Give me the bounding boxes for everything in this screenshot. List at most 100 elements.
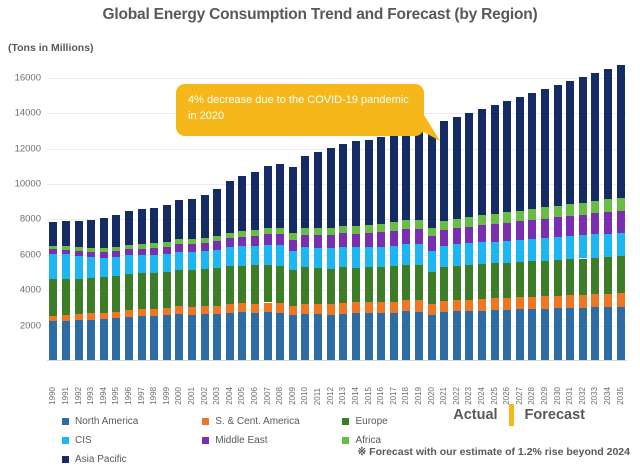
bar-segment bbox=[263, 311, 272, 361]
bar-2023 bbox=[465, 113, 474, 361]
bar-segment bbox=[440, 266, 449, 302]
bar-segment bbox=[112, 246, 121, 252]
bar-segment bbox=[553, 205, 562, 218]
bar-segment bbox=[326, 304, 335, 315]
bar-segment bbox=[112, 276, 121, 312]
bar-segment bbox=[616, 197, 625, 211]
x-axis-tick-label: 2005 bbox=[237, 387, 247, 405]
bar-segment bbox=[604, 257, 613, 294]
legend-item[interactable]: CIS bbox=[62, 435, 202, 446]
bar-1990 bbox=[49, 222, 58, 361]
x-axis-tick-label: 1990 bbox=[48, 387, 58, 405]
bar-segment bbox=[326, 314, 335, 361]
bar-segment bbox=[452, 218, 461, 229]
bar-segment bbox=[478, 215, 486, 226]
legend-label: Europe bbox=[355, 416, 388, 427]
bar-segment bbox=[112, 215, 121, 247]
bar-segment bbox=[541, 89, 550, 208]
bar-segment bbox=[339, 233, 348, 247]
bar-2026 bbox=[503, 101, 512, 361]
bar-segment bbox=[87, 257, 96, 279]
bar-segment bbox=[124, 249, 133, 256]
x-axis-tick-label: 2018 bbox=[401, 387, 411, 405]
covid-annotation-text: 4% decrease due to the COVID-19 pandemic… bbox=[188, 94, 409, 122]
bar-segment bbox=[61, 221, 70, 247]
bar-2025 bbox=[490, 105, 499, 361]
bar-2033 bbox=[591, 73, 600, 361]
x-axis-tick-label: 1999 bbox=[161, 387, 171, 405]
bar-segment bbox=[162, 246, 171, 254]
y-axis-tick-label: 2000 bbox=[19, 320, 41, 332]
bar-2031 bbox=[566, 81, 575, 361]
x-axis-tick-label: 2028 bbox=[527, 387, 537, 405]
legend-item[interactable]: Africa bbox=[342, 435, 442, 446]
bar-segment bbox=[137, 316, 146, 361]
bar-segment bbox=[490, 223, 499, 242]
bar-2030 bbox=[553, 85, 562, 361]
legend-item[interactable]: North America bbox=[62, 416, 202, 427]
bar-segment bbox=[188, 238, 196, 244]
bar-segment bbox=[150, 316, 159, 361]
bar-2017 bbox=[389, 132, 398, 361]
bar-segment bbox=[351, 233, 360, 248]
x-axis-tick-label: 2021 bbox=[439, 387, 449, 405]
bar-segment bbox=[452, 300, 461, 312]
bar-segment bbox=[263, 166, 272, 229]
x-axis-tick-label: 2023 bbox=[464, 387, 474, 405]
bar-segment bbox=[616, 306, 625, 361]
bar-segment bbox=[414, 219, 423, 229]
bar-segment bbox=[591, 234, 600, 258]
bar-segment bbox=[188, 251, 196, 270]
gridline bbox=[47, 183, 627, 185]
bar-segment bbox=[175, 251, 184, 270]
x-axis-tick-label: 2030 bbox=[552, 387, 562, 405]
bar-segment bbox=[288, 166, 297, 233]
bar-segment bbox=[276, 234, 285, 246]
x-axis-tick-label: 2029 bbox=[540, 387, 550, 405]
legend-item[interactable]: S. & Cent. America bbox=[202, 416, 342, 427]
legend-row: Asia Pacific bbox=[62, 450, 442, 469]
legend-item[interactable]: Asia Pacific bbox=[62, 454, 217, 465]
gridline bbox=[47, 219, 627, 221]
bar-segment bbox=[112, 311, 121, 319]
bar-segment bbox=[604, 212, 613, 234]
bar-segment bbox=[452, 311, 461, 361]
bar-segment bbox=[175, 239, 184, 244]
x-axis-tick-label: 2017 bbox=[388, 387, 398, 405]
legend-item[interactable]: Middle East bbox=[202, 435, 342, 446]
bar-segment bbox=[213, 305, 222, 314]
x-axis-tick-label: 2027 bbox=[514, 387, 524, 405]
bar-segment bbox=[578, 214, 587, 236]
bar-2010 bbox=[301, 156, 310, 361]
bar-segment bbox=[566, 216, 575, 237]
bar-segment bbox=[616, 65, 625, 198]
x-axis-tick-labels: 1990 1991 1992 1993 1994 1995 1996 1997 1998 1999… bbox=[47, 363, 627, 405]
legend-row: CIS Middle East Africa bbox=[62, 431, 442, 450]
x-axis-tick-label: 1993 bbox=[86, 387, 96, 405]
bar-segment bbox=[364, 225, 373, 233]
y-axis-tick-label: 10000 bbox=[14, 178, 41, 190]
bar-segment bbox=[452, 228, 461, 245]
bar-1995 bbox=[112, 215, 121, 361]
bar-segment bbox=[112, 257, 121, 277]
bar-segment bbox=[339, 225, 348, 234]
bar-segment bbox=[263, 228, 272, 235]
gridline bbox=[47, 325, 627, 327]
bar-segment bbox=[188, 243, 196, 252]
bar-segment bbox=[414, 125, 423, 220]
bar-segment bbox=[61, 246, 70, 250]
x-axis-tick-label: 2010 bbox=[300, 387, 310, 405]
bar-segment bbox=[49, 222, 58, 246]
bar-segment bbox=[414, 265, 423, 301]
bar-2009 bbox=[288, 166, 297, 361]
bar-segment bbox=[124, 244, 133, 250]
bar-segment bbox=[87, 219, 96, 248]
legend-item[interactable]: Europe bbox=[342, 416, 442, 427]
bar-segment bbox=[276, 245, 285, 266]
x-axis-tick-label: 2011 bbox=[313, 387, 323, 405]
x-axis-tick-label: 2006 bbox=[250, 387, 260, 405]
bar-segment bbox=[515, 262, 524, 298]
bar-segment bbox=[225, 238, 234, 248]
bar-segment bbox=[150, 272, 159, 309]
bar-segment bbox=[440, 121, 449, 221]
